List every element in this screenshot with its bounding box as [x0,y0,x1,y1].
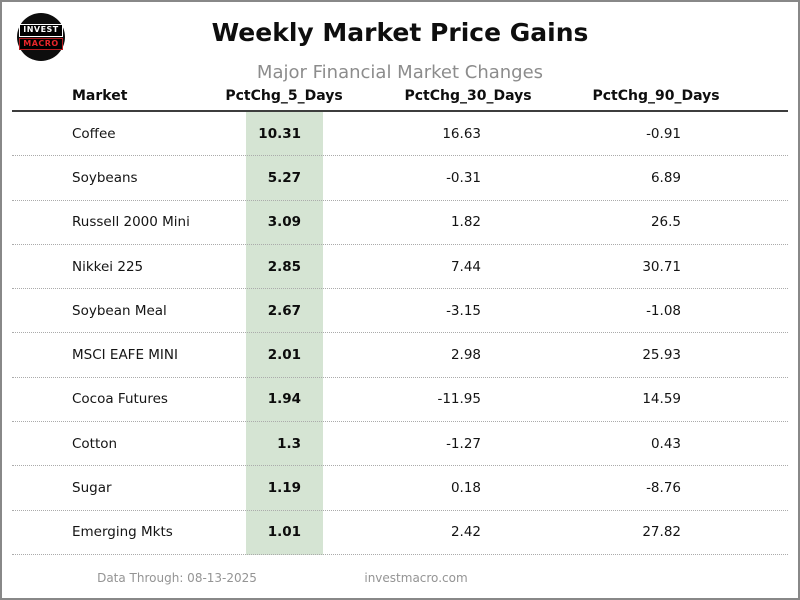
table-row: Emerging Mkts 1.01 2.42 27.82 [12,511,788,555]
pctchg-30-days-value: -0.31 [446,169,481,186]
table-row: MSCI EAFE MINI 2.01 2.98 25.93 [12,333,788,378]
pctchg-30-days-value: -1.27 [446,435,481,452]
pctchg-5-days-value: 3.09 [267,214,301,231]
table-row: Nikkei 225 2.85 7.44 30.71 [12,245,788,290]
column-header-pctchg-5-days: PctChg_5_Days [225,88,343,104]
page-title: Weekly Market Price Gains [211,18,589,47]
pctchg-5-days-value: 1.19 [267,480,301,497]
data-through-label: Data Through: 08-13-2025 [97,571,257,585]
footer: Data Through: 08-13-2025 investmacro.com [2,571,798,589]
logo-invest-text: INVEST [19,24,63,37]
market-name: Cocoa Futures [72,391,168,408]
logo-macro-text: MACRO [19,37,63,50]
table-row: Soybean Meal 2.67 -3.15 -1.08 [12,289,788,334]
highlight-column-band [246,112,323,555]
table-column-headers: Market PctChg_5_Days PctChg_30_Days PctC… [12,88,788,110]
pctchg-90-days-value: -1.08 [646,302,681,319]
pctchg-90-days-value: 25.93 [642,347,681,364]
pctchg-90-days-value: -0.91 [646,125,681,142]
pctchg-30-days-value: 7.44 [450,258,481,275]
market-name: Coffee [72,125,116,142]
pctchg-5-days-value: 1.01 [267,524,301,541]
column-header-pctchg-90-days: PctChg_90_Days [592,88,720,104]
pctchg-30-days-value: 2.42 [450,524,481,541]
market-table: Coffee 10.31 16.63 -0.91 Soybeans 5.27 -… [12,110,788,555]
table-row: Cocoa Futures 1.94 -11.95 14.59 [12,378,788,423]
pctchg-30-days-value: 16.63 [442,125,481,142]
pctchg-5-days-value: 1.94 [267,391,301,408]
table-row: Coffee 10.31 16.63 -0.91 [12,112,788,157]
page-subtitle: Major Financial Market Changes [256,62,544,83]
market-name: Soybean Meal [72,302,167,319]
pctchg-5-days-value: 10.31 [258,125,301,142]
table-row: Soybeans 5.27 -0.31 6.89 [12,156,788,201]
market-name: Nikkei 225 [72,258,144,275]
pctchg-30-days-value: 0.18 [450,480,481,497]
market-name: MSCI EAFE MINI [72,347,178,364]
pctchg-90-days-value: -8.76 [646,480,681,497]
pctchg-5-days-value: 5.27 [267,169,301,186]
market-name: Sugar [72,480,112,497]
market-name: Soybeans [72,169,138,186]
pctchg-30-days-value: 2.98 [450,347,481,364]
table-row: Russell 2000 Mini 3.09 1.82 26.5 [12,201,788,245]
pctchg-5-days-value: 2.67 [267,302,301,319]
investmacro-logo: INVEST MACRO [17,13,65,61]
pctchg-30-days-value: -11.95 [437,391,481,408]
pctchg-90-days-value: 30.71 [642,258,681,275]
pctchg-90-days-value: 26.5 [650,214,681,231]
pctchg-90-days-value: 6.89 [650,169,681,186]
market-name: Emerging Mkts [72,524,173,541]
pctchg-5-days-value: 2.01 [267,347,301,364]
pctchg-90-days-value: 0.43 [650,435,681,452]
pctchg-90-days-value: 27.82 [642,524,681,541]
website-label: investmacro.com [364,571,468,585]
table-row: Cotton 1.3 -1.27 0.43 [12,422,788,467]
table-row: Sugar 1.19 0.18 -8.76 [12,466,788,511]
column-header-market: Market [72,88,128,104]
pctchg-5-days-value: 2.85 [267,258,301,275]
pctchg-90-days-value: 14.59 [642,391,681,408]
column-header-pctchg-30-days: PctChg_30_Days [404,88,532,104]
market-name: Cotton [72,435,118,452]
pctchg-5-days-value: 1.3 [277,435,301,452]
pctchg-30-days-value: -3.15 [446,302,481,319]
market-name: Russell 2000 Mini [72,214,190,231]
pctchg-30-days-value: 1.82 [450,214,481,231]
